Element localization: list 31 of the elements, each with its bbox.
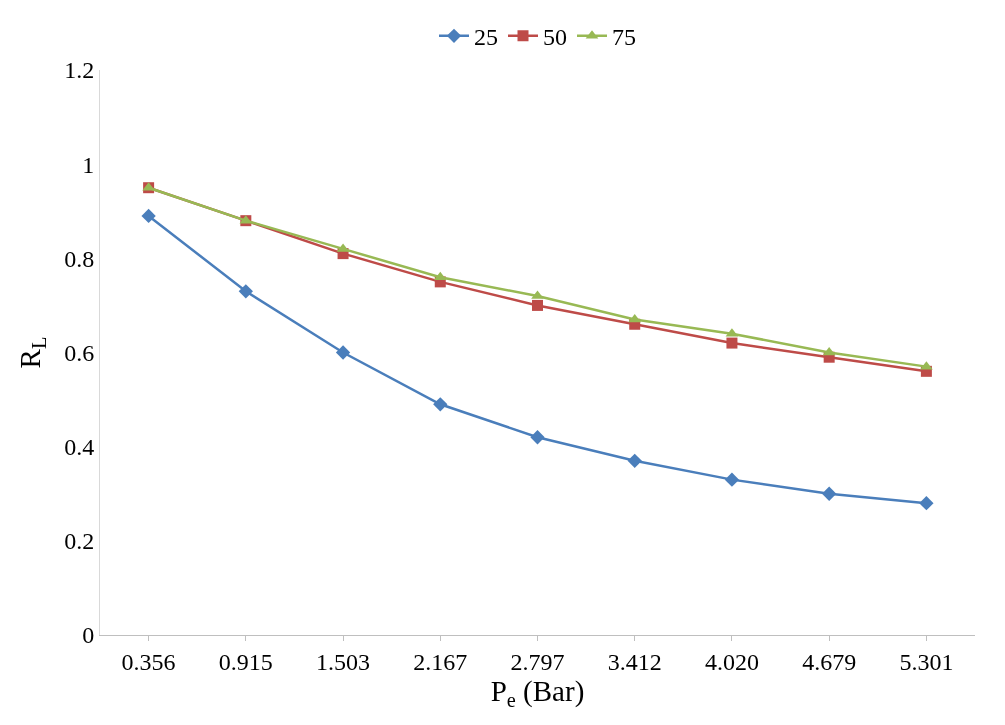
legend-label: 75 xyxy=(612,24,636,51)
x-tick-label: 0.356 xyxy=(121,648,176,675)
y-tick-label: 0 xyxy=(82,622,95,649)
x-tick-label: 5.301 xyxy=(899,648,954,675)
point xyxy=(433,397,448,412)
point xyxy=(919,496,934,511)
point xyxy=(822,486,837,501)
legend-label: 25 xyxy=(474,24,498,51)
point xyxy=(532,299,543,311)
x-tick-label: 0.915 xyxy=(218,648,273,675)
y-tick-label: 0.2 xyxy=(64,528,95,555)
point xyxy=(530,430,545,445)
x-tick-label: 4.679 xyxy=(802,648,857,675)
y-tick-label: 1.2 xyxy=(64,57,95,84)
point xyxy=(726,337,738,349)
x-tick-label: 4.020 xyxy=(704,648,759,675)
legend-label: 50 xyxy=(543,24,567,51)
point xyxy=(724,472,740,487)
y-tick-label: 0.6 xyxy=(64,339,95,366)
point xyxy=(141,208,156,224)
x-tick-label: 2.167 xyxy=(413,648,468,675)
point xyxy=(335,345,351,360)
point xyxy=(238,284,253,299)
point xyxy=(627,453,642,468)
x-axis-title: P$_{e}$ (Bar) xyxy=(490,674,585,711)
y-tick-label: 0.8 xyxy=(64,245,95,272)
x-tick-label: 2.797 xyxy=(510,648,565,675)
y-tick-label: 0.4 xyxy=(64,434,95,461)
y-tick-label: 1 xyxy=(82,151,95,178)
x-tick-label: 1.503 xyxy=(316,648,371,675)
x-tick-label: 3.412 xyxy=(607,648,662,675)
